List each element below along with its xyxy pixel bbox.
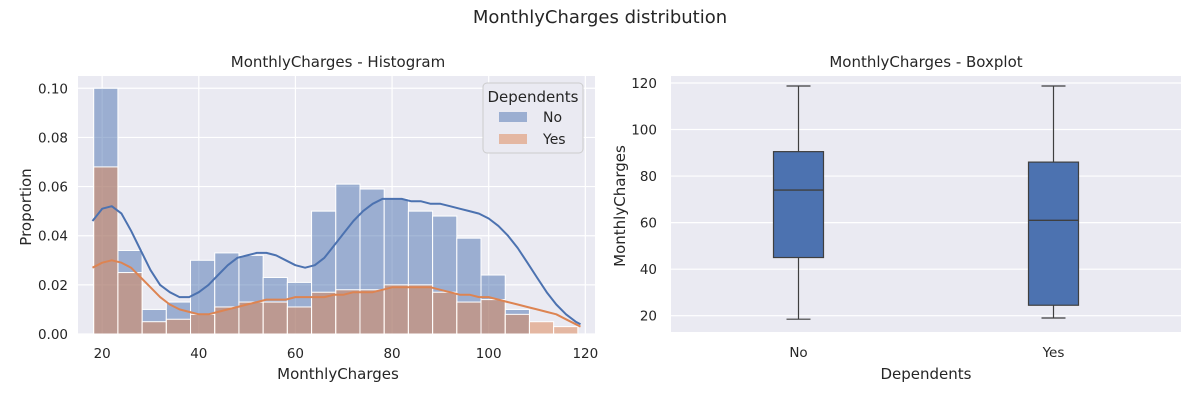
- y-tick-label: 20: [640, 309, 657, 325]
- box-no: [772, 151, 825, 259]
- legend-label-no: No: [543, 110, 562, 126]
- histogram-title: MonthlyCharges - Histogram: [231, 53, 445, 71]
- boxplot-plot-area: [671, 76, 1181, 332]
- histogram-bar-yes: [383, 284, 409, 335]
- y-tick-label: 120: [631, 76, 657, 92]
- y-tick-label: 0.00: [38, 327, 68, 343]
- y-tick-label: 60: [640, 216, 657, 232]
- boxplot-grid: [671, 82, 1181, 317]
- histogram-bar-yes: [456, 301, 482, 335]
- histogram-x-axis-label: MonthlyCharges: [277, 365, 399, 383]
- histogram-bar-yes: [359, 289, 385, 335]
- boxplot-boxes: [772, 85, 1080, 320]
- y-tick-label: 0.02: [38, 278, 68, 294]
- boxplot-title: MonthlyCharges - Boxplot: [829, 53, 1022, 71]
- legend-label-yes: Yes: [542, 132, 566, 148]
- y-tick-label: 0.10: [38, 81, 68, 97]
- histogram-bar-yes: [141, 321, 167, 335]
- y-tick-label: 0.08: [38, 130, 68, 146]
- y-tick-label: 40: [640, 262, 657, 278]
- histogram-bar-yes: [432, 291, 458, 335]
- histogram-y-axis-label: Proportion: [17, 168, 35, 245]
- histogram-kde-lines: [91, 197, 581, 328]
- x-tick-label: 40: [190, 346, 207, 362]
- histogram-bar-yes: [262, 301, 288, 335]
- x-tick-label: 20: [94, 346, 111, 362]
- x-tick-label: 120: [572, 346, 598, 362]
- histogram-panel: 20 40 60 80 100 120 0.00 0.02 0.04 0.06 0.08 0.10 M…: [17, 53, 598, 383]
- boxplot-x-axis-label: Dependents: [881, 365, 972, 383]
- histogram-ticks: 20 40 60 80 100 120 0.00 0.02 0.04 0.06 0.08 0.10: [38, 81, 598, 362]
- histogram-bar-yes: [480, 299, 506, 335]
- legend-swatch-no: [499, 112, 527, 122]
- boxplot-ticks: 20 40 60 80 100 120 No Yes: [631, 76, 1064, 361]
- x-tick-label: 80: [383, 346, 400, 362]
- histogram-bars: [93, 87, 579, 335]
- kde-line-yes: [92, 259, 581, 328]
- boxplot-y-axis-label: MonthlyCharges: [611, 145, 629, 267]
- histogram-legend: Dependents No Yes: [482, 82, 584, 154]
- y-tick-label: 0.04: [38, 229, 68, 245]
- histogram-bar-yes: [407, 284, 434, 335]
- histogram-bar-yes: [165, 318, 192, 335]
- y-tick-label: 100: [631, 123, 657, 139]
- boxplot-panel: 20 40 60 80 100 120 No Yes MonthlyCharges - Box…: [611, 53, 1181, 383]
- histogram-bar-yes: [553, 326, 579, 335]
- x-tick-label: 60: [287, 346, 304, 362]
- y-tick-label: 80: [640, 169, 657, 185]
- figure-title: MonthlyCharges distribution: [473, 7, 727, 28]
- histogram-bar-yes: [311, 291, 337, 335]
- histogram-bar-yes: [504, 313, 530, 335]
- y-tick-label: 0.06: [38, 180, 68, 196]
- x-tick-label: 100: [476, 346, 502, 362]
- x-tick-label: No: [789, 345, 807, 361]
- legend-swatch-yes: [499, 134, 527, 144]
- histogram-bar-yes: [93, 166, 119, 335]
- histogram-bar-yes: [286, 306, 313, 335]
- histogram-bar-yes: [528, 321, 555, 335]
- legend-title: Dependents: [488, 88, 579, 106]
- kde-line-no: [91, 197, 581, 326]
- histogram-bar-yes: [335, 289, 361, 335]
- histogram-bar-yes: [190, 313, 216, 335]
- x-tick-label: Yes: [1042, 345, 1065, 361]
- box-yes: [1027, 161, 1080, 306]
- histogram-bar-yes: [238, 301, 264, 335]
- histogram-bar-yes: [117, 272, 143, 335]
